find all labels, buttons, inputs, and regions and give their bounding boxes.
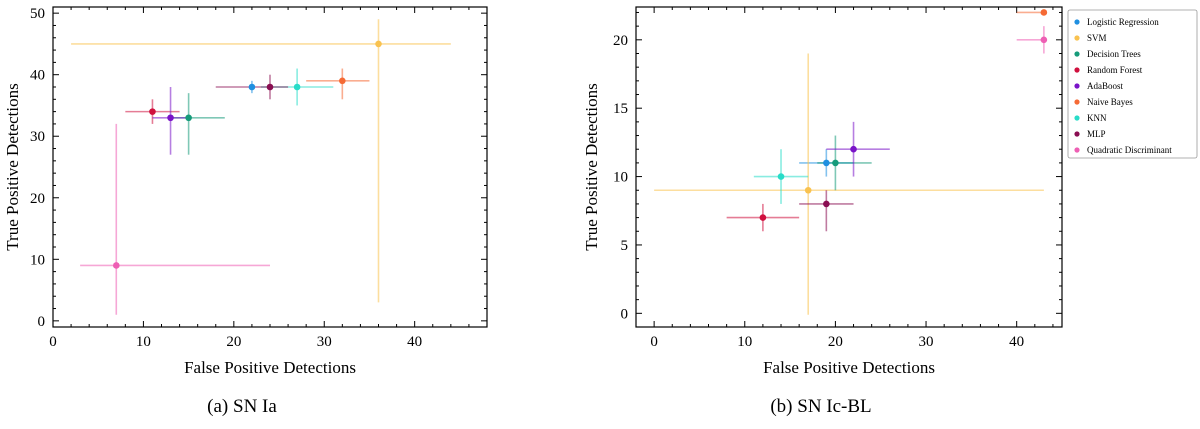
point-adaboost — [167, 114, 174, 122]
point-knn — [777, 173, 785, 180]
y-axis-label: True Positive Detections — [3, 83, 22, 250]
point-naive-bayes — [339, 77, 346, 85]
y-axis-label: True Positive Detections — [582, 83, 601, 250]
y-tick-label: 20 — [30, 191, 45, 207]
x-tick-label: 10 — [136, 334, 151, 350]
point-logistic-regression — [248, 83, 256, 91]
legend-label-naive-bayes: Naive Bayes — [1087, 97, 1133, 107]
legend-marker-knn — [1074, 115, 1080, 121]
legend-label-quadratic-discriminant: Quadratic Discriminant — [1087, 145, 1172, 155]
legend: Logistic Regression SVM Decision Trees Rand… — [1067, 9, 1198, 159]
x-tick-label: 40 — [1009, 334, 1024, 350]
chart-caption: (a) SN Ia — [207, 396, 277, 417]
legend-marker-quadratic-discriminant — [1074, 147, 1080, 153]
y-tick-label: 0 — [38, 314, 46, 330]
legend-marker-svm — [1074, 35, 1080, 41]
x-tick-label: 30 — [317, 334, 332, 350]
x-axis-label: False Positive Detections — [763, 358, 935, 377]
legend-marker-random-forest — [1074, 67, 1080, 73]
chart-sn-ia: 0 10 20 30 40 0 10 20 30 40 50 False Positive Detec… — [3, 6, 488, 417]
x-tick-label: 0 — [650, 334, 658, 350]
legend-label-adaboost: AdaBoost — [1087, 81, 1123, 91]
legend-label-knn: KNN — [1087, 113, 1107, 123]
legend-marker-adaboost — [1074, 83, 1080, 89]
legend-label-decision-trees: Decision Trees — [1087, 49, 1141, 59]
legend-marker-mlp — [1074, 131, 1080, 137]
y-tick-label: 10 — [30, 252, 45, 268]
chart-caption: (b) SN Ic-BL — [770, 396, 871, 417]
x-tick-label: 10 — [737, 334, 752, 350]
x-tick-label: 0 — [49, 334, 57, 350]
y-tick-label: 30 — [30, 129, 45, 145]
point-random-forest — [759, 214, 767, 221]
y-tick-label: 10 — [613, 170, 628, 186]
point-svm — [375, 40, 382, 48]
point-quadratic-discriminant — [112, 262, 120, 269]
plot-frame — [52, 6, 488, 328]
point-decision-trees — [832, 159, 839, 167]
legend-frame — [1067, 9, 1198, 159]
point-mlp — [823, 200, 830, 208]
y-tick-label: 15 — [613, 101, 628, 117]
point-naive-bayes — [1040, 9, 1048, 16]
point-random-forest — [149, 108, 156, 115]
legend-label-logistic-regression: Logistic Regression — [1087, 17, 1159, 27]
point-logistic-regression — [823, 159, 830, 167]
point-quadratic-discriminant — [1040, 36, 1048, 44]
x-axis-label: False Positive Detections — [184, 358, 356, 377]
legend-marker-naive-bayes — [1074, 99, 1080, 105]
y-tick-label: 5 — [621, 238, 629, 254]
legend-label-mlp: MLP — [1087, 129, 1106, 139]
point-knn — [293, 83, 301, 91]
y-tick-label: 0 — [621, 306, 629, 322]
y-tick-label: 40 — [30, 68, 45, 84]
point-mlp — [266, 83, 274, 91]
legend-marker-decision-trees — [1074, 51, 1080, 57]
x-tick-label: 20 — [226, 334, 241, 350]
point-adaboost — [850, 145, 857, 153]
chart-sn-ic-bl: 0 10 20 30 40 0 5 10 15 20 False Positive Detectio… — [582, 6, 1198, 417]
legend-marker-logistic-regression — [1074, 19, 1080, 25]
legend-label-svm: SVM — [1087, 33, 1107, 43]
legend-label-random-forest: Random Forest — [1087, 65, 1143, 75]
plot-frame — [635, 6, 1063, 328]
point-svm — [804, 186, 812, 194]
x-tick-label: 20 — [828, 334, 843, 350]
x-tick-label: 30 — [919, 334, 934, 350]
y-tick-label: 20 — [613, 33, 628, 49]
point-decision-trees — [185, 114, 192, 122]
x-tick-label: 40 — [407, 334, 422, 350]
y-tick-label: 50 — [30, 6, 45, 22]
